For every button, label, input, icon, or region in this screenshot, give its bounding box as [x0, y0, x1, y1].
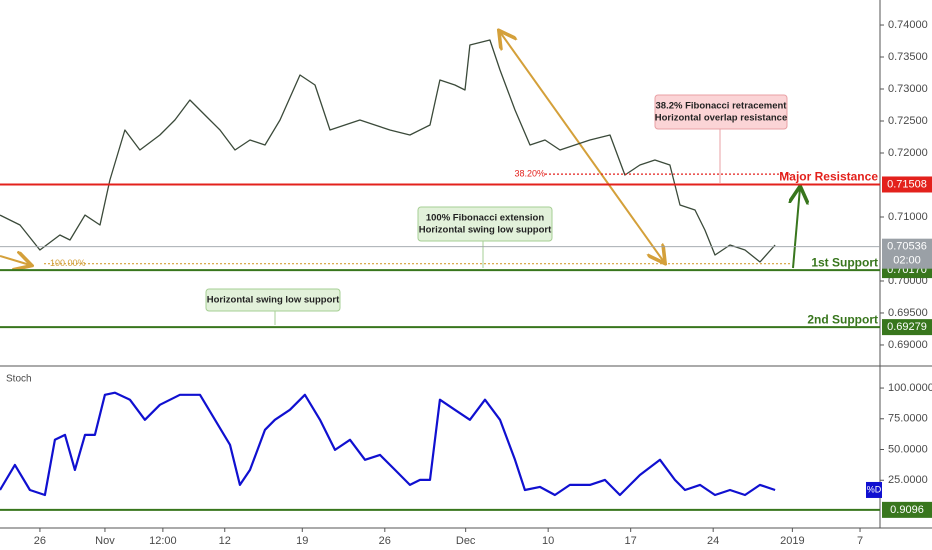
- x-tick-label: 24: [707, 535, 719, 547]
- y-tick-label: 0.73500: [888, 51, 928, 63]
- y-tick-label: 0.71000: [888, 211, 928, 223]
- x-tick-label: 7: [857, 535, 863, 547]
- annotation-text: Horizontal swing low support: [207, 295, 340, 306]
- legend-label: %D: [867, 484, 882, 494]
- x-tick-label: 17: [625, 535, 637, 547]
- x-tick-label: 12: [219, 535, 231, 547]
- fib-label: 100.00%: [50, 258, 86, 268]
- countdown: 02:00: [893, 255, 921, 267]
- y-tick-label: 0.72500: [888, 115, 928, 127]
- price-tag-label: 0.69279: [887, 321, 927, 333]
- x-tick-label: 2019: [780, 535, 804, 547]
- level-name: 1st Support: [811, 255, 878, 269]
- price-tag: [882, 176, 932, 193]
- level-name: 2nd Support: [807, 312, 878, 326]
- y-tick-label: 75.0000: [888, 413, 928, 425]
- annotation-text: 38.2% Fibonacci retracement: [656, 101, 788, 112]
- price-line: [0, 391, 776, 497]
- x-tick-label: 26: [34, 535, 46, 547]
- price-tag: [882, 319, 932, 336]
- annotation-text: Horizontal overlap resistance: [655, 113, 788, 124]
- price-line: [0, 39, 776, 263]
- price-tag-label: 0.9096: [890, 504, 924, 516]
- x-tick-label: 26: [379, 535, 391, 547]
- y-tick-label: 0.69000: [888, 339, 928, 351]
- projection-arrow: [0, 256, 30, 265]
- price-tag-label: 0.70536: [887, 241, 927, 253]
- price-tag-label: 0.71508: [887, 178, 927, 190]
- price-tag: [882, 238, 932, 269]
- x-tick-label: Dec: [456, 535, 476, 547]
- projection-arrow: [500, 32, 664, 262]
- y-tick-label: 100.0000: [888, 382, 932, 394]
- price-tag: [882, 501, 932, 518]
- annotation-text: 100% Fibonacci extension: [426, 213, 544, 224]
- indicator-title: Stoch: [6, 374, 32, 385]
- annotation-text: Horizontal swing low support: [419, 225, 552, 236]
- y-tick-label: 50.0000: [888, 443, 928, 455]
- x-tick-label: Nov: [95, 535, 115, 547]
- x-tick-label: 10: [542, 535, 554, 547]
- x-tick-label: 19: [296, 535, 308, 547]
- y-tick-label: 0.69500: [888, 307, 928, 319]
- y-tick-label: 0.73000: [888, 83, 928, 95]
- fib-label: 38.20%: [514, 168, 545, 178]
- y-tick-label: 0.72000: [888, 147, 928, 159]
- annotation-box: [205, 288, 341, 312]
- level-name: Major Resistance: [779, 170, 878, 184]
- y-tick-label: 0.74000: [888, 19, 928, 31]
- target-arrow: [793, 188, 800, 269]
- y-tick-label: 25.0000: [888, 474, 928, 486]
- legend-tag: [866, 481, 882, 498]
- x-tick-label: 12:00: [149, 535, 177, 547]
